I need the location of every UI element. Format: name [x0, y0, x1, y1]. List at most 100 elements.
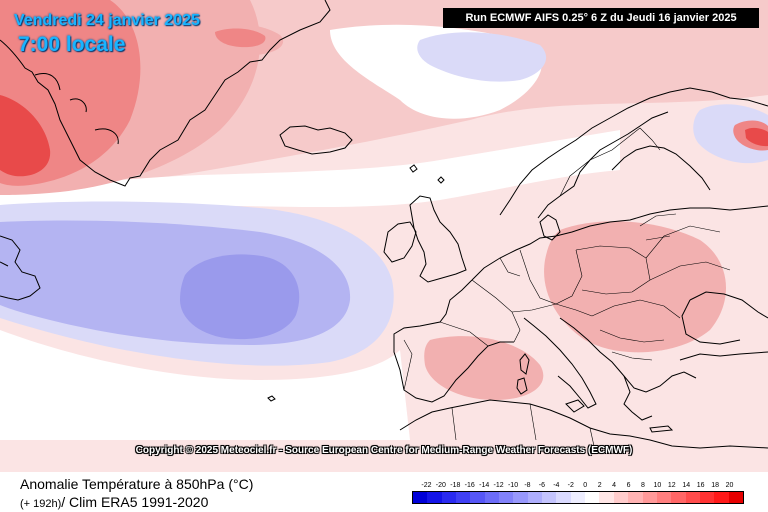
anomaly-field-blue-north — [417, 32, 547, 82]
coastline-italy — [523, 317, 597, 409]
color-scale-swatch — [685, 492, 700, 503]
color-scale-swatch — [613, 492, 629, 503]
country-borders — [403, 127, 731, 447]
anomaly-field-deep-red-greenland — [0, 95, 51, 177]
color-scale-tick-label: 16 — [696, 482, 705, 489]
coastline-newfoundland — [0, 235, 41, 301]
color-scale-swatch — [499, 492, 514, 503]
coastline-balkans — [559, 317, 697, 393]
border-norway-sweden — [559, 127, 641, 197]
coastline-black-sea — [681, 291, 768, 345]
anomaly-field-deep-red-scandinavia — [745, 127, 768, 147]
color-scale-tick-label: -20 — [435, 482, 446, 489]
color-scale-tick-label: -2 — [567, 482, 574, 489]
coastline-faroe — [409, 164, 445, 184]
color-scale-swatch — [642, 492, 657, 503]
color-scale-tick-label: 4 — [612, 482, 617, 489]
coastline-continent — [471, 205, 768, 281]
color-scale-swatch — [542, 492, 557, 503]
coastline-north-africa — [399, 399, 768, 449]
color-scale-swatch — [671, 492, 686, 503]
color-scale-tick-label: 0 — [583, 482, 588, 489]
color-scale-swatch — [728, 492, 743, 503]
color-scale-tick-label: -12 — [493, 482, 504, 489]
color-scale-tick-label: -18 — [450, 482, 461, 489]
border-poland — [575, 245, 651, 295]
color-scale-labels: -22 -20 -18 -16 -14 -12 -10 -8 -6 -4 -2 0 2 4 6 8 10 12 14… — [412, 481, 744, 491]
coastlines — [0, 0, 768, 449]
color-scale-tick-label: 14 — [682, 482, 691, 489]
color-scale: -22 -20 -18 -16 -14 -12 -10 -8 -6 -4 -2 0 2 4 6 8 10 12 14… — [412, 481, 744, 509]
anomaly-field-deep-blue — [180, 254, 300, 340]
color-scale-swatch — [513, 492, 528, 503]
color-scale-swatch — [714, 492, 729, 503]
variable-subtitle: (+ 192h)/ Clim ERA5 1991-2020 — [20, 494, 208, 512]
border-portugal — [403, 339, 413, 391]
color-scale-swatch — [427, 492, 442, 503]
model-run-label: Run ECMWF AIFS 0.25° 6 Z du Jeudi 16 jan… — [443, 8, 759, 28]
coastline-finland — [611, 145, 711, 191]
coastline-denmark — [539, 214, 561, 241]
anomaly-field-salmon-europe — [544, 221, 727, 353]
color-scale-tick-label: 10 — [653, 482, 662, 489]
legend-footer: Anomalie Température à 850hPa (°C) (+ 19… — [0, 472, 768, 512]
color-scale-tick-label: -4 — [553, 482, 560, 489]
coastline-corsica-sardinia — [516, 353, 530, 395]
coastline-norway — [499, 87, 768, 216]
coastline-ireland — [383, 221, 417, 263]
anomaly-field-white-south — [0, 330, 410, 440]
color-scale-tick-label: 2 — [597, 482, 602, 489]
color-scale-tick-label: 20 — [725, 482, 734, 489]
border-central — [591, 299, 681, 319]
border-benelux — [499, 257, 521, 277]
coastline-sweden — [537, 111, 669, 219]
color-scale-swatch — [527, 492, 543, 503]
border-sweden-finland — [639, 127, 661, 151]
anomaly-map — [0, 0, 768, 472]
color-scale-swatch — [699, 492, 715, 503]
coastline-france-iberia — [393, 279, 514, 403]
color-scale-swatch — [656, 492, 672, 503]
anomaly-field-blue-ne — [693, 104, 768, 164]
color-scale-tick-label: 12 — [667, 482, 676, 489]
climatology-reference: / Clim ERA5 1991-2020 — [61, 494, 209, 510]
anomaly-field-red-patch — [215, 28, 266, 48]
variable-title: Anomalie Température à 850hPa (°C) — [20, 476, 254, 492]
border-baltics — [639, 213, 677, 241]
color-scale-tick-label: 8 — [641, 482, 645, 489]
border-alps — [511, 303, 593, 317]
color-scale-swatch — [628, 492, 643, 503]
coastline-crete — [649, 425, 674, 433]
color-scale-swatch — [484, 492, 500, 503]
coastline-britain — [409, 195, 467, 283]
coastline-iceland — [279, 125, 353, 155]
color-scale-tick-label: 18 — [711, 482, 720, 489]
color-scale-swatch — [456, 492, 471, 503]
coastline-turkey — [679, 351, 768, 361]
color-scale-tick-label: -16 — [464, 482, 475, 489]
color-scale-tick-label: 6 — [626, 482, 631, 489]
color-scale-bar — [412, 491, 744, 504]
color-scale-tick-label: -22 — [421, 482, 432, 489]
anomaly-field-salmon-italy — [424, 336, 544, 400]
color-scale-swatch — [599, 492, 614, 503]
anomaly-field-white-band — [0, 130, 620, 208]
coastline-sicily — [565, 399, 585, 413]
border-morocco-algeria — [451, 403, 595, 447]
color-scale-tick-label: -8 — [524, 482, 531, 489]
forecast-date: Vendredi 24 janvier 2025 — [14, 12, 200, 29]
forecast-time: 7:00 locale — [18, 33, 126, 56]
coastline-azores — [267, 395, 276, 402]
color-scale-tick-label: -14 — [479, 482, 490, 489]
copyright-notice: Copyright © 2025 Meteociel.fr - Source E… — [135, 445, 633, 456]
border-east — [645, 225, 731, 281]
coastline-greenland — [0, 0, 331, 187]
forecast-lead-time: (+ 192h) — [20, 498, 62, 510]
border-spain — [439, 321, 489, 347]
color-scale-swatch — [470, 492, 485, 503]
color-scale-tick-label: -10 — [507, 482, 519, 489]
color-scale-swatch — [556, 492, 571, 503]
coastline-greenland-inner — [34, 73, 119, 145]
color-scale-swatch — [441, 492, 457, 503]
color-scale-tick-label: -6 — [538, 482, 546, 489]
